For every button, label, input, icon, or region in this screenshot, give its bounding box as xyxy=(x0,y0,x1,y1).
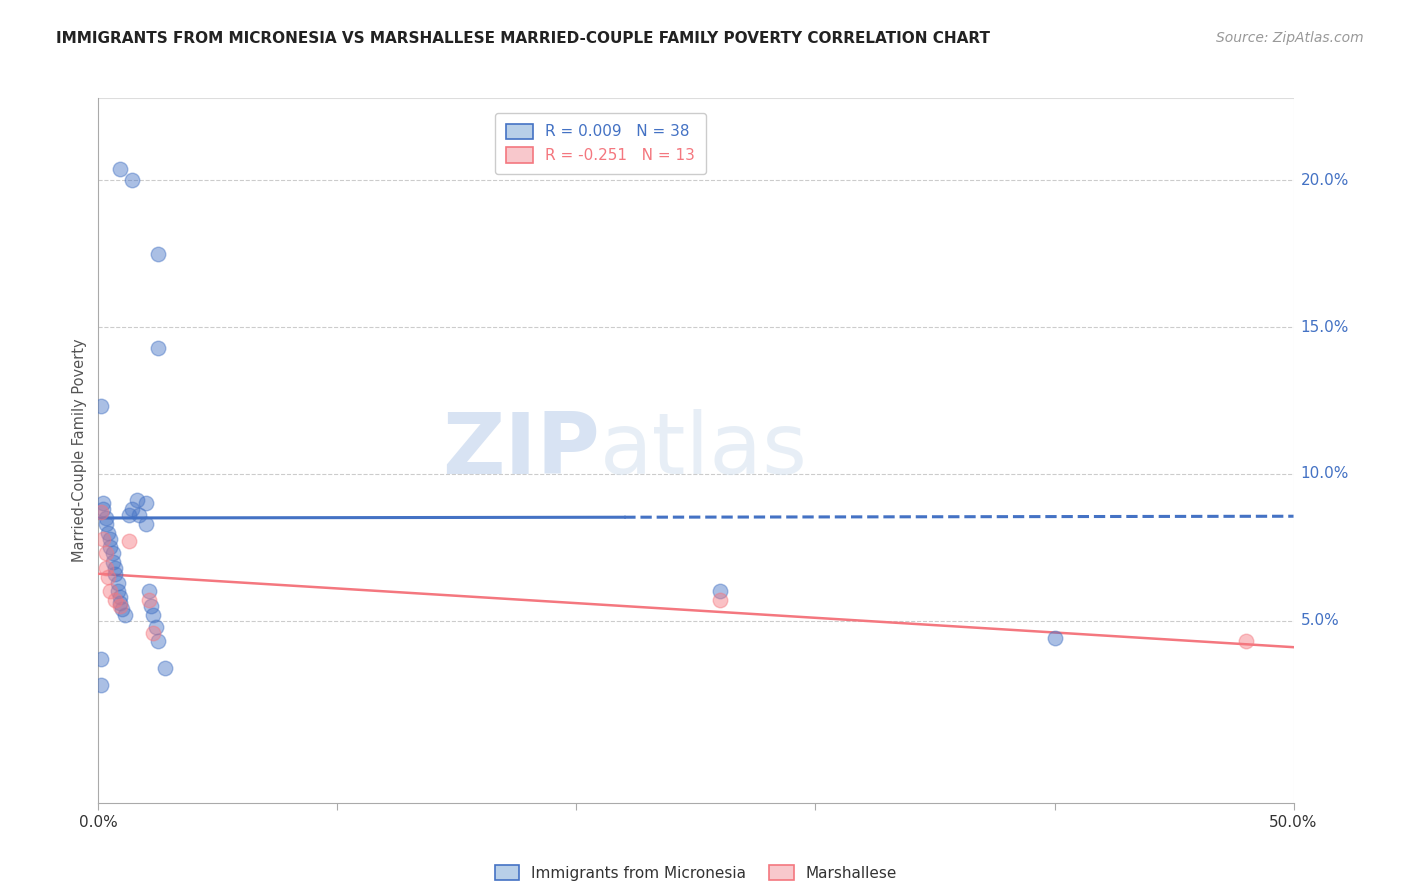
Point xyxy=(90,678,112,692)
Point xyxy=(104,593,127,607)
Point xyxy=(90,505,112,519)
Text: Source: ZipAtlas.com: Source: ZipAtlas.com xyxy=(1216,31,1364,45)
Point xyxy=(98,541,122,555)
Point xyxy=(118,534,141,549)
Point xyxy=(91,502,114,516)
Point xyxy=(98,532,122,546)
Point xyxy=(101,546,124,560)
Legend: Immigrants from Micronesia, Marshallese: Immigrants from Micronesia, Marshallese xyxy=(488,859,904,887)
Point xyxy=(142,607,165,622)
Point xyxy=(90,652,112,666)
Point xyxy=(91,496,114,510)
Point xyxy=(121,173,143,187)
Point xyxy=(104,561,127,575)
Point xyxy=(98,584,122,599)
Text: IMMIGRANTS FROM MICRONESIA VS MARSHALLESE MARRIED-COUPLE FAMILY POVERTY CORRELAT: IMMIGRANTS FROM MICRONESIA VS MARSHALLES… xyxy=(56,31,990,46)
Point xyxy=(108,599,131,613)
Point xyxy=(148,341,170,355)
Point xyxy=(709,584,731,599)
Point xyxy=(108,161,131,176)
Point xyxy=(90,400,112,414)
Point xyxy=(108,591,131,605)
Text: 5.0%: 5.0% xyxy=(1301,614,1340,628)
Text: 20.0%: 20.0% xyxy=(1301,173,1348,188)
Point xyxy=(148,634,170,648)
Point xyxy=(104,566,127,581)
Text: 15.0%: 15.0% xyxy=(1301,319,1348,334)
Point xyxy=(125,493,148,508)
Point xyxy=(94,546,117,560)
Point xyxy=(114,607,136,622)
Text: ZIP: ZIP xyxy=(443,409,600,492)
Point xyxy=(94,511,117,525)
Text: atlas: atlas xyxy=(600,409,808,492)
Point xyxy=(101,555,124,569)
Point xyxy=(148,246,170,260)
Point xyxy=(94,516,117,531)
Point xyxy=(97,570,120,584)
Y-axis label: Married-Couple Family Poverty: Married-Couple Family Poverty xyxy=(72,339,87,562)
Point xyxy=(145,619,167,633)
Point xyxy=(135,496,157,510)
Point xyxy=(91,532,114,546)
Point xyxy=(1234,634,1257,648)
Point xyxy=(118,508,141,522)
Point xyxy=(1043,632,1066,646)
Point xyxy=(121,502,143,516)
Text: 10.0%: 10.0% xyxy=(1301,467,1348,482)
Point xyxy=(135,516,157,531)
Point xyxy=(108,596,131,610)
Point xyxy=(138,584,160,599)
Point xyxy=(94,561,117,575)
Point xyxy=(138,593,160,607)
Point xyxy=(107,575,129,590)
Point xyxy=(709,593,731,607)
Point xyxy=(97,525,120,540)
Point xyxy=(139,599,162,613)
Point xyxy=(142,625,165,640)
Point xyxy=(155,661,177,675)
Point xyxy=(111,602,134,616)
Point xyxy=(107,584,129,599)
Point xyxy=(128,508,150,522)
